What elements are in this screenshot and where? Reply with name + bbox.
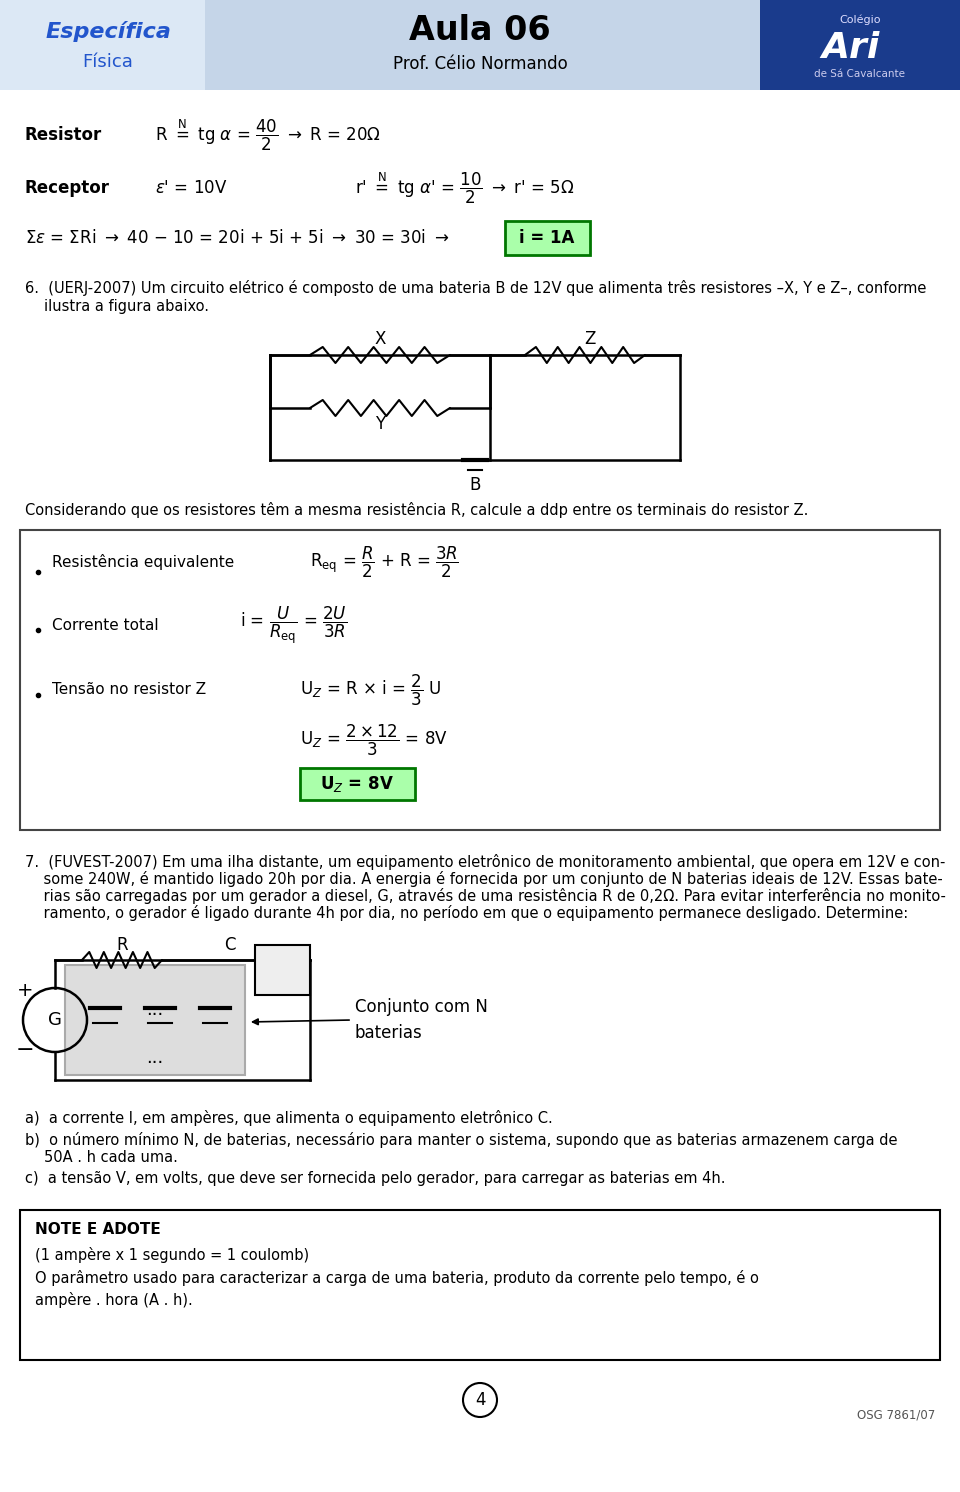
Text: de Sá Cavalcante: de Sá Cavalcante	[814, 69, 905, 79]
Circle shape	[463, 1383, 497, 1417]
Text: Z: Z	[585, 330, 596, 348]
Text: Tensão no resistor Z: Tensão no resistor Z	[52, 682, 206, 697]
Bar	[0, 0, 205, 90]
Text: i = $\dfrac{U}{R_{\mathrm{eq}}}$ = $\dfrac{2U}{3R}$: i = $\dfrac{U}{R_{\mathrm{eq}}}$ = $\dfr…	[240, 604, 348, 646]
Text: Considerando que os resistores têm a mesma resistência R, calcule a ddp entre os: Considerando que os resistores têm a mes…	[25, 501, 808, 518]
Text: ilustra a figura abaixo.: ilustra a figura abaixo.	[44, 298, 209, 313]
Text: Física: Física	[83, 54, 133, 72]
Text: O parâmetro usado para caracterizar a carga de uma bateria, produto da corrente : O parâmetro usado para caracterizar a ca…	[35, 1270, 758, 1286]
Text: +: +	[16, 980, 34, 1000]
Text: Prof. Célio Normando: Prof. Célio Normando	[393, 55, 567, 73]
Text: $\Sigma\varepsilon$ = $\Sigma$Ri $\rightarrow$ 40 $-$ 10 = 20i + 5i + 5i $\right: $\Sigma\varepsilon$ = $\Sigma$Ri $\right…	[25, 228, 449, 248]
Text: U$_Z$ = R $\times$ i = $\dfrac{2}{3}$ U: U$_Z$ = R $\times$ i = $\dfrac{2}{3}$ U	[300, 673, 442, 707]
Text: ampère . hora (A . h).: ampère . hora (A . h).	[35, 1292, 193, 1308]
Bar	[65, 965, 245, 1076]
Text: Y: Y	[375, 415, 385, 433]
Text: some 240W, é mantido ligado 20h por dia. A energia é fornecida por um conjunto d: some 240W, é mantido ligado 20h por dia.…	[25, 871, 943, 888]
Text: Resistência equivalente: Resistência equivalente	[52, 554, 234, 570]
Text: Aula 06: Aula 06	[409, 13, 551, 46]
Bar	[760, 0, 960, 90]
FancyBboxPatch shape	[505, 221, 590, 255]
Text: ...: ...	[146, 1049, 163, 1067]
Text: 6.  (UERJ-2007) Um circuito elétrico é composto de uma bateria B de 12V que alim: 6. (UERJ-2007) Um circuito elétrico é co…	[25, 280, 926, 295]
Text: C: C	[225, 935, 236, 953]
Bar	[255, 944, 310, 995]
Text: Resistor: Resistor	[25, 125, 103, 145]
Text: −: −	[15, 1040, 35, 1059]
Bar	[0, 0, 960, 90]
Text: 50A . h cada uma.: 50A . h cada uma.	[44, 1150, 178, 1165]
Text: X: X	[374, 330, 386, 348]
Text: Receptor: Receptor	[25, 179, 110, 197]
Text: Ari: Ari	[821, 31, 879, 66]
FancyBboxPatch shape	[300, 768, 415, 800]
Text: 4: 4	[475, 1391, 485, 1408]
Text: U$_Z$ = 8V: U$_Z$ = 8V	[320, 774, 394, 794]
Text: Colégio: Colégio	[839, 15, 880, 25]
Text: R $\overset{\mathrm{N}}{=}$ tg $\alpha$ = $\dfrac{40}{2}$ $\rightarrow$ R = 20$\: R $\overset{\mathrm{N}}{=}$ tg $\alpha$ …	[155, 116, 381, 154]
Text: b)  o número mínimo N, de baterias, necessário para manter o sistema, supondo qu: b) o número mínimo N, de baterias, neces…	[25, 1132, 898, 1147]
Text: R: R	[116, 935, 128, 953]
Text: 7.  (FUVEST-2007) Em uma ilha distante, um equipamento eletrônico de monitoramen: 7. (FUVEST-2007) Em uma ilha distante, u…	[25, 853, 946, 870]
Text: i = 1A: i = 1A	[519, 228, 575, 248]
Text: G: G	[48, 1012, 62, 1029]
Text: ...: ...	[146, 1001, 163, 1019]
Text: c)  a tensão V, em volts, que deve ser fornecida pelo gerador, para carregar as : c) a tensão V, em volts, que deve ser fo…	[25, 1171, 726, 1186]
Text: r' $\overset{\mathrm{N}}{=}$ tg $\alpha$' = $\dfrac{10}{2}$ $\rightarrow$ r' = 5: r' $\overset{\mathrm{N}}{=}$ tg $\alpha$…	[355, 170, 575, 206]
Text: Específica: Específica	[45, 21, 171, 42]
Text: Corrente total: Corrente total	[52, 618, 158, 633]
Text: a)  a corrente I, em ampères, que alimenta o equipamento eletrônico C.: a) a corrente I, em ampères, que aliment…	[25, 1110, 553, 1126]
Text: $\varepsilon$' = 10V: $\varepsilon$' = 10V	[155, 179, 228, 197]
FancyBboxPatch shape	[20, 1210, 940, 1361]
Text: B: B	[469, 476, 481, 494]
Text: R$_{\mathrm{eq}}$ = $\dfrac{R}{2}$ + R = $\dfrac{3R}{2}$: R$_{\mathrm{eq}}$ = $\dfrac{R}{2}$ + R =…	[310, 545, 459, 579]
Text: U$_Z$ = $\dfrac{2 \times 12}{3}$ = 8V: U$_Z$ = $\dfrac{2 \times 12}{3}$ = 8V	[300, 722, 448, 758]
Text: rias são carregadas por um gerador a diesel, G, através de uma resistência R de : rias são carregadas por um gerador a die…	[25, 888, 946, 904]
FancyBboxPatch shape	[20, 530, 940, 830]
Text: NOTE E ADOTE: NOTE E ADOTE	[35, 1222, 160, 1237]
Text: OSG 7861/07: OSG 7861/07	[856, 1408, 935, 1422]
Text: (1 ampère x 1 segundo = 1 coulomb): (1 ampère x 1 segundo = 1 coulomb)	[35, 1247, 309, 1264]
Text: ramento, o gerador é ligado durante 4h por dia, no período em que o equipamento : ramento, o gerador é ligado durante 4h p…	[25, 906, 908, 921]
Text: Conjunto com N
baterias: Conjunto com N baterias	[355, 998, 488, 1041]
